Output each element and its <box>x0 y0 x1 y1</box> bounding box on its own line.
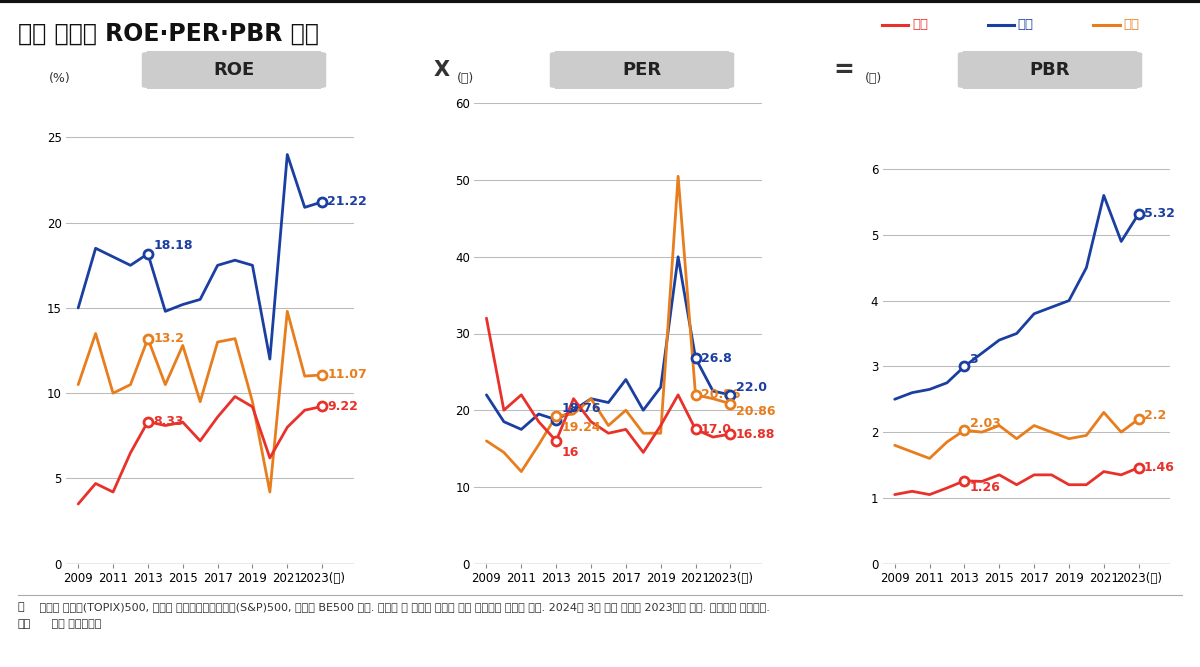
Text: 주: 주 <box>18 602 25 612</box>
Text: ROE: ROE <box>214 61 254 79</box>
Text: 18.18: 18.18 <box>154 239 193 251</box>
Text: 일본 경제산업성: 일본 경제산업성 <box>48 619 101 629</box>
Text: 일본 기업의 ROE·PER·PBR 추이: 일본 기업의 ROE·PER·PBR 추이 <box>18 21 319 45</box>
Text: 20.86: 20.86 <box>736 405 775 418</box>
Text: 일본: 일본 <box>912 18 928 31</box>
FancyBboxPatch shape <box>958 52 1142 88</box>
Text: PER: PER <box>623 61 661 79</box>
Text: 유럽: 유럽 <box>1123 18 1139 31</box>
Text: 13.2: 13.2 <box>154 332 184 345</box>
Text: (%): (%) <box>49 72 71 85</box>
Text: X: X <box>433 60 450 80</box>
Text: 일본은 토픽스(TOPIX)500, 미국은 스탠더드앤드푸어스(S&P)500, 유럽은 BE500 기준. 금융업 및 시계열 데이터 확보 불가능한 기업: 일본은 토픽스(TOPIX)500, 미국은 스탠더드앤드푸어스(S&P)500… <box>36 602 770 612</box>
Text: 1.26: 1.26 <box>970 481 1001 494</box>
Text: 21.22: 21.22 <box>328 195 367 208</box>
Text: 26.8: 26.8 <box>701 352 732 365</box>
Text: 미국: 미국 <box>1018 18 1033 31</box>
Text: 2.2: 2.2 <box>1144 409 1166 422</box>
Text: 16: 16 <box>562 446 578 459</box>
Text: (배): (배) <box>865 72 882 85</box>
Text: 18.76: 18.76 <box>562 402 601 415</box>
Text: PBR: PBR <box>1030 61 1070 79</box>
Text: 8.33: 8.33 <box>154 415 184 428</box>
Text: 19.24: 19.24 <box>562 421 601 434</box>
Text: 자료: 자료 <box>18 619 31 629</box>
Text: 11.07: 11.07 <box>328 368 367 382</box>
Text: 2.03: 2.03 <box>970 417 1001 430</box>
Text: 16.88: 16.88 <box>736 428 775 441</box>
Text: =: = <box>833 58 854 82</box>
Text: 1.46: 1.46 <box>1144 461 1175 474</box>
Text: 22.0: 22.0 <box>736 381 767 394</box>
Text: 9.22: 9.22 <box>328 400 359 413</box>
Text: 20.86: 20.86 <box>701 388 740 402</box>
FancyBboxPatch shape <box>142 52 326 88</box>
Text: 17.0: 17.0 <box>701 423 732 436</box>
Text: (배): (배) <box>457 72 474 85</box>
Text: 5.32: 5.32 <box>1144 207 1175 220</box>
FancyBboxPatch shape <box>550 52 734 88</box>
Text: 3: 3 <box>970 354 978 366</box>
